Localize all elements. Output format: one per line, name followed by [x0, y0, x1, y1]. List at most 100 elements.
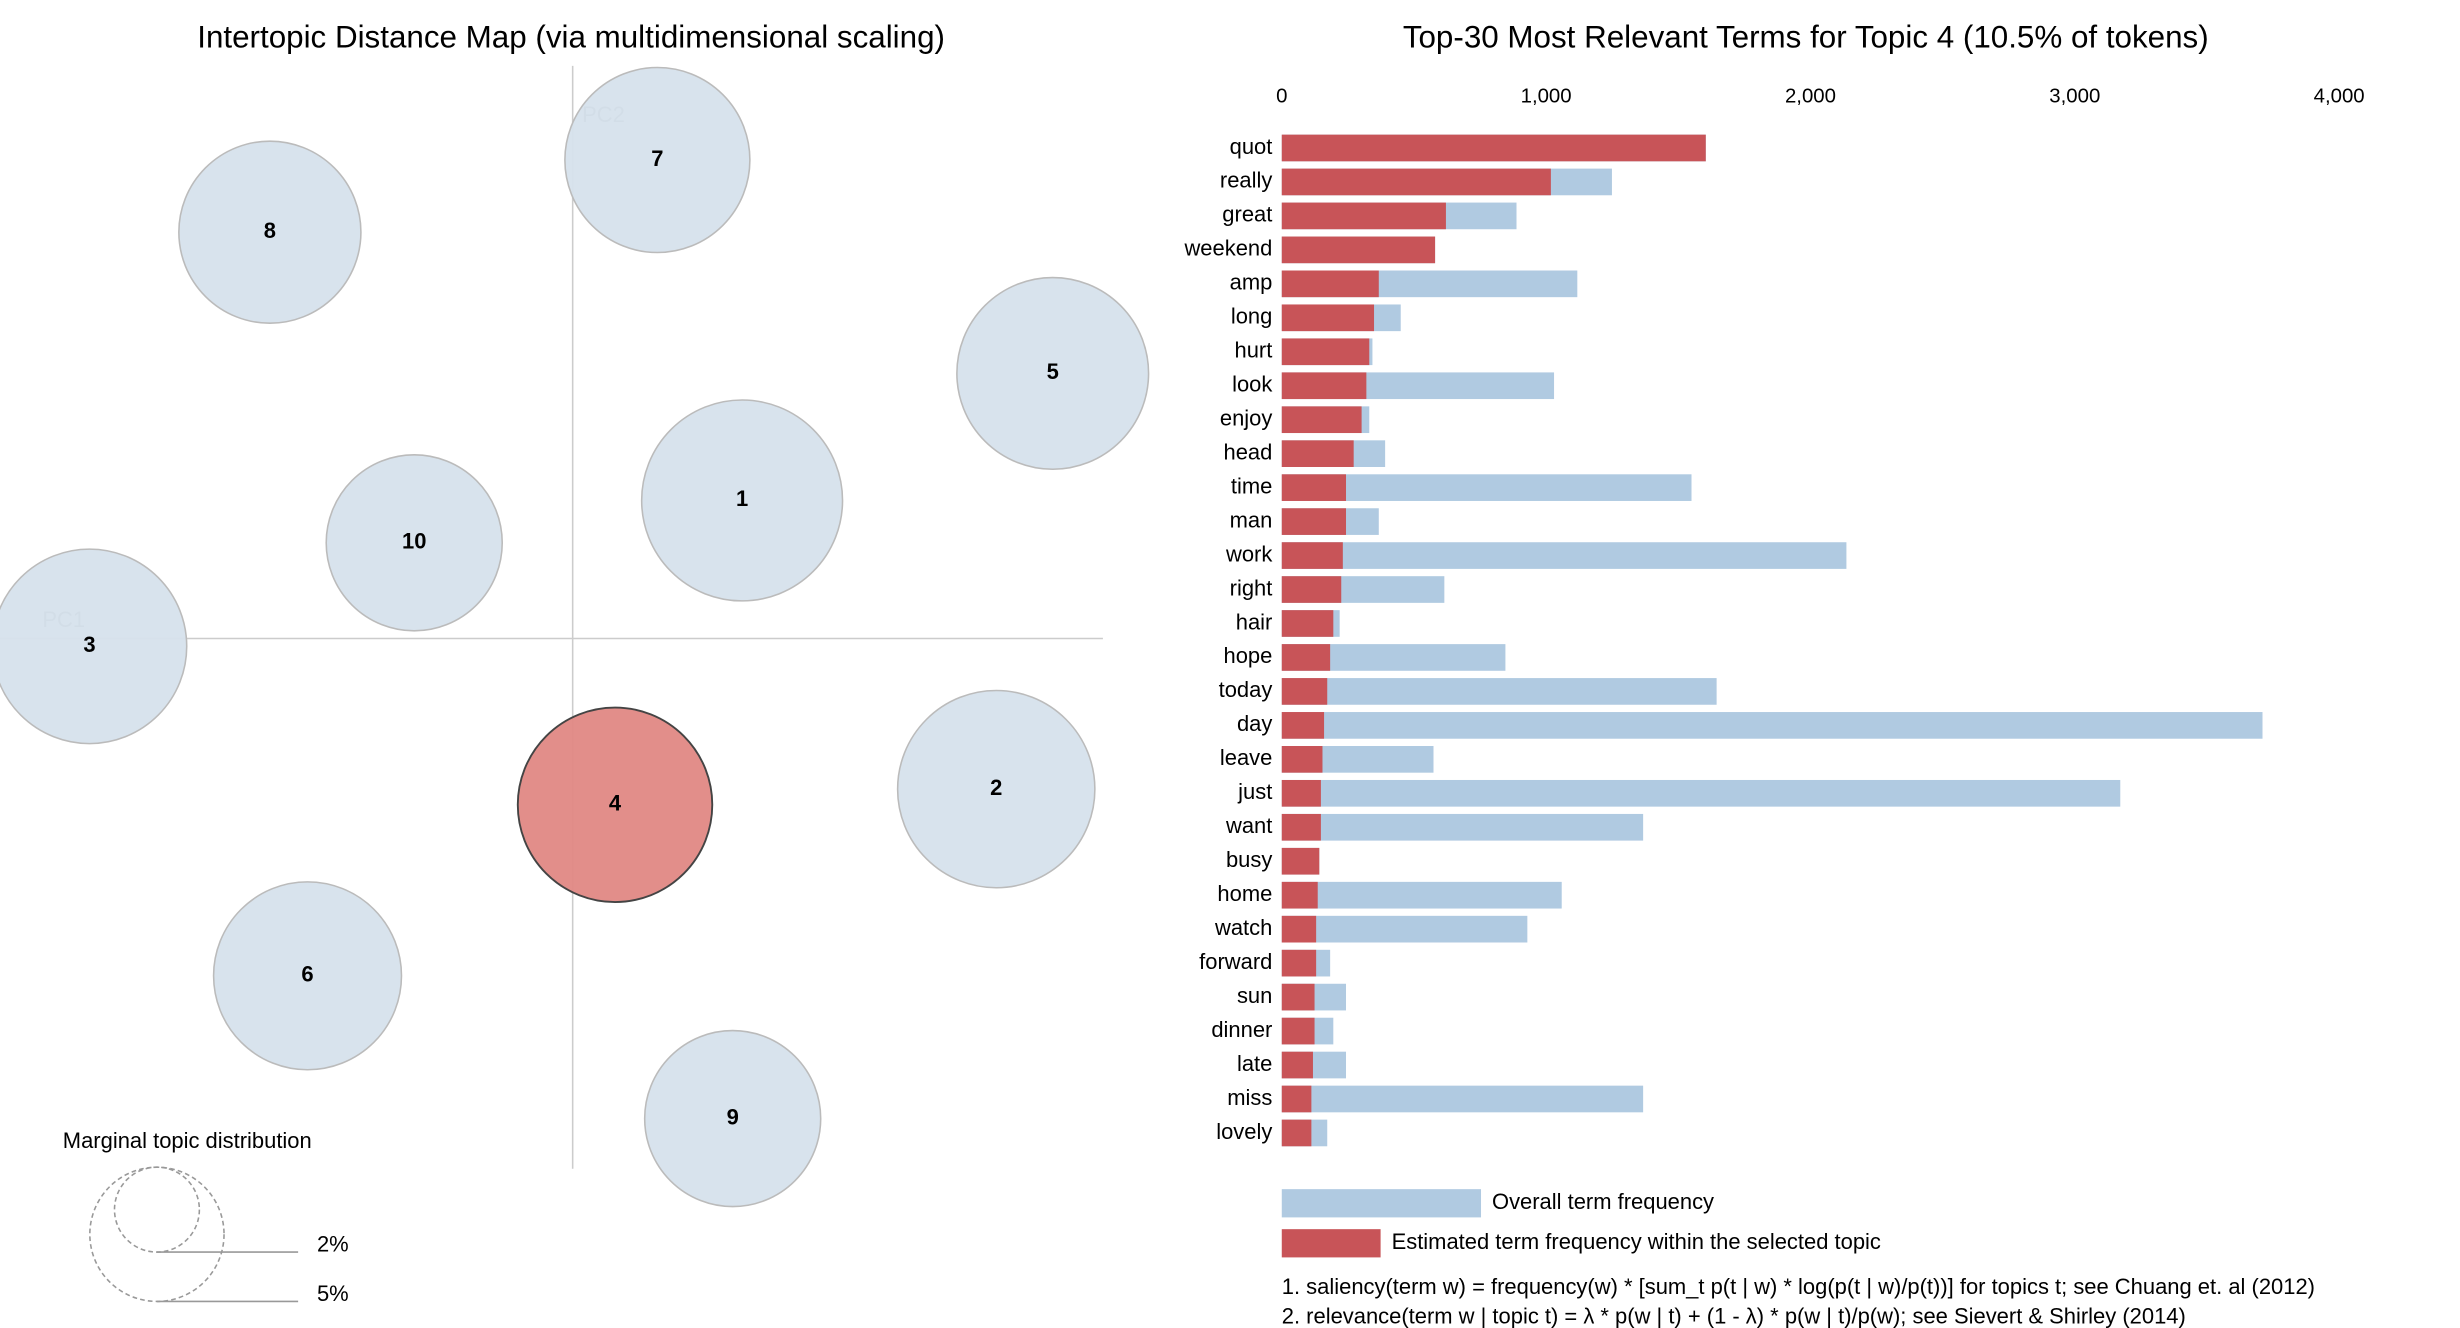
term-label: head: [1224, 439, 1273, 464]
term-label: lovely: [1216, 1119, 1272, 1144]
term-bar: [1281, 678, 1328, 705]
term-bar: [1281, 542, 1343, 569]
term-bar: [1281, 1051, 1313, 1079]
topic-label: 4: [609, 791, 622, 816]
term-bar: [1281, 406, 1362, 434]
topic-label: 3: [83, 632, 95, 657]
topic-label: 10: [402, 529, 426, 554]
term-label: really: [1220, 168, 1272, 193]
term-label: great: [1222, 202, 1272, 227]
term-bar: [1281, 542, 1847, 569]
topic-bubble: [896, 689, 1096, 889]
topic-label: 1: [736, 486, 748, 511]
size-legend-label: 5%: [317, 1281, 349, 1306]
term-bar: [1281, 712, 2263, 739]
x-tick-label: 1,000: [1521, 86, 1572, 108]
term-bar: [1281, 202, 1446, 230]
term-label: quot: [1230, 134, 1273, 159]
topic-bubble: [956, 276, 1150, 471]
topic-bubble: [564, 66, 751, 254]
topic-bubble: [178, 140, 362, 324]
size-legend-label: 2%: [317, 1232, 349, 1257]
topic-bubble: [640, 399, 844, 602]
term-bar: [1281, 779, 2121, 807]
term-bar: [1281, 644, 1331, 671]
term-label: weekend: [1183, 236, 1272, 261]
topic-label: 6: [301, 962, 313, 987]
topic-label: 9: [727, 1104, 739, 1129]
footnote: 1. saliency(term w) = frequency(w) * [su…: [1282, 1274, 2315, 1299]
term-label: look: [1232, 372, 1273, 397]
term-bar: [1281, 779, 1321, 807]
term-label: want: [1225, 813, 1272, 838]
term-bar: [1281, 474, 1692, 501]
term-label: sun: [1237, 983, 1272, 1008]
legend-swatch: [1281, 1229, 1381, 1258]
term-bar: [1281, 847, 1320, 875]
size-legend-title: Marginal topic distribution: [63, 1128, 312, 1153]
topic-label: 2: [990, 775, 1002, 800]
term-bar: [1281, 440, 1354, 467]
term-bar: [1281, 746, 1323, 773]
term-label: enjoy: [1220, 405, 1273, 430]
term-bar: [1281, 338, 1370, 366]
term-bar: [1281, 949, 1317, 977]
term-bar: [1281, 813, 1321, 841]
term-bar: [1281, 1017, 1315, 1045]
bar-title: Top-30 Most Relevant Terms for Topic 4 (…: [1403, 20, 2209, 55]
size-legend-circle: [89, 1166, 225, 1303]
x-tick-label: 2,000: [1785, 86, 1836, 108]
term-label: today: [1219, 677, 1273, 702]
size-legend-circle: [113, 1166, 201, 1253]
term-bar: [1281, 813, 1644, 841]
term-label: dinner: [1211, 1017, 1272, 1042]
legend-label: Estimated term frequency within the sele…: [1392, 1229, 1881, 1254]
term-label: man: [1230, 507, 1273, 532]
term-label: just: [1237, 779, 1272, 804]
term-bar: [1281, 304, 1375, 332]
topic-bubble: [643, 1029, 822, 1208]
topic-bubble: [325, 454, 504, 632]
term-label: forward: [1199, 949, 1272, 974]
term-bar: [1281, 915, 1317, 943]
term-bar: [1281, 915, 1528, 943]
term-bar: [1281, 236, 1436, 264]
term-bar: [1281, 881, 1562, 909]
term-bar: [1281, 270, 1379, 298]
term-label: watch: [1214, 915, 1272, 940]
footnote: 2. relevance(term w | topic t) = λ * p(w…: [1282, 1304, 2186, 1328]
term-label: busy: [1226, 847, 1272, 872]
topic-label: 5: [1047, 359, 1059, 384]
term-label: day: [1237, 711, 1272, 736]
term-label: hurt: [1235, 338, 1273, 363]
topic-bubble: [0, 548, 188, 745]
topic-bubble: [516, 706, 714, 903]
term-bar: [1281, 508, 1347, 535]
term-label: miss: [1227, 1085, 1272, 1110]
x-tick-label: 4,000: [2314, 86, 2365, 108]
topic-label: 8: [264, 218, 276, 243]
term-bar: [1281, 1085, 1312, 1113]
term-label: right: [1230, 575, 1273, 600]
x-tick-label: 0: [1276, 86, 1287, 108]
term-label: home: [1217, 881, 1272, 906]
term-label: time: [1231, 473, 1272, 498]
x-tick-label: 3,000: [2049, 86, 2100, 108]
term-label: hair: [1236, 609, 1273, 634]
term-bar: [1281, 168, 1551, 196]
term-bar: [1281, 474, 1347, 501]
term-label: late: [1237, 1051, 1272, 1076]
term-label: hope: [1224, 643, 1273, 668]
term-bar: [1281, 1119, 1312, 1147]
term-bar: [1281, 576, 1342, 603]
legend-label: Overall term frequency: [1492, 1189, 1714, 1214]
term-bar: [1281, 610, 1334, 637]
topic-label: 7: [651, 146, 663, 171]
map-title: Intertopic Distance Map (via multidimens…: [197, 20, 945, 55]
term-bar: [1281, 712, 1325, 739]
term-bar: [1281, 881, 1318, 909]
term-label: long: [1231, 304, 1273, 329]
topic-bubble: [212, 881, 403, 1071]
